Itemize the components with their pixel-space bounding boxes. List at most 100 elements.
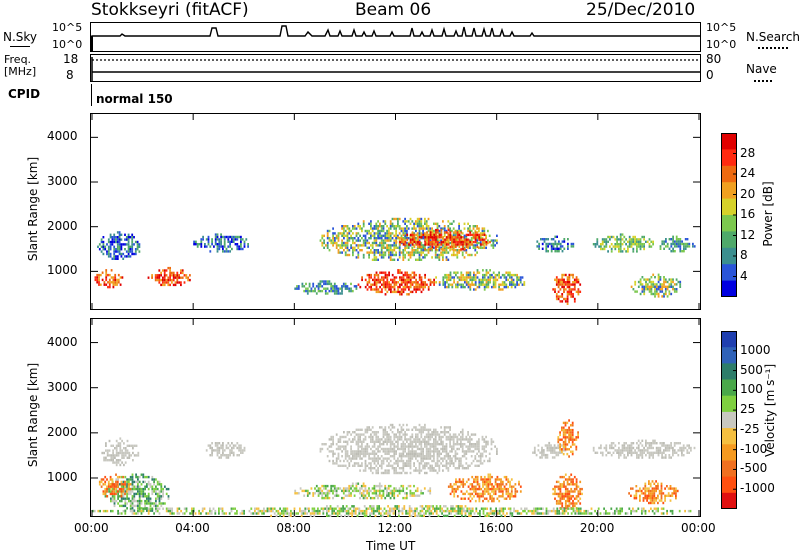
nsearch-tick-bottom: 10^0 <box>706 38 737 51</box>
power-colorbar-swatch-4 <box>721 198 737 216</box>
velocity-region-5 <box>294 482 432 500</box>
power-colorbar-swatch-1 <box>721 149 737 167</box>
x-tick-6: 00:00 <box>681 521 716 535</box>
velocity-region-10 <box>592 439 696 459</box>
power-region-3 <box>193 233 249 253</box>
date-title: 25/Dec/2010 <box>586 0 696 20</box>
station-title: Stokkseyri (fitACF) <box>91 0 249 20</box>
nave-tick-top: 80 <box>706 52 722 66</box>
power-colorbar-swatch-0 <box>721 133 737 150</box>
nsearch-label: N.Search <box>746 30 800 44</box>
velocity-colorbar-label: Velocity [m s⁻¹] <box>763 363 777 457</box>
velocity-region-2 <box>98 473 132 498</box>
velocity-plot <box>90 318 701 517</box>
velocity-colorbar-swatch-7 <box>721 444 737 461</box>
power-colorbar-swatch-5 <box>721 215 737 232</box>
freq-label: Freq. <box>4 53 32 66</box>
velocity-colorbar-tick-2: 100 <box>740 382 763 397</box>
velocity-colorbar-tick-0: 1000 <box>740 342 771 357</box>
freq-unit: [MHz] <box>4 65 37 78</box>
power-colorbar-swatch-8 <box>721 264 737 282</box>
velocity-region-6 <box>447 473 522 503</box>
power-colorbar-tick-4: 12 <box>740 227 756 242</box>
velocity-region-12 <box>92 505 692 517</box>
nsky-label: N.Sky <box>3 30 38 44</box>
nsearch-label-dots <box>758 47 788 49</box>
nsky-label-line <box>10 46 30 47</box>
velocity-ytick-0: 4000 <box>47 334 78 349</box>
x-tick-0: 00:00 <box>74 521 109 535</box>
power-ytick-3: 1000 <box>47 263 78 278</box>
nave-tick-bottom: 0 <box>706 68 714 82</box>
power-colorbar-tick-2: 20 <box>740 186 756 201</box>
power-region-5 <box>395 228 491 251</box>
power-ytick-2: 2000 <box>47 218 78 233</box>
velocity-region-3 <box>205 442 246 459</box>
nsky-panel <box>90 22 701 52</box>
power-colorbar-swatch-9 <box>721 280 737 297</box>
nsearch-tick-top: 10^5 <box>706 21 737 34</box>
velocity-colorbar-swatch-6 <box>721 428 737 445</box>
beam-title: Beam 06 <box>355 0 432 20</box>
power-region-9 <box>552 273 582 305</box>
velocity-region-9 <box>557 419 579 458</box>
power-region-11 <box>592 233 654 253</box>
velocity-ytick-3: 1000 <box>47 469 78 484</box>
nsky-tick-bottom: 10^0 <box>52 38 83 51</box>
power-colorbar <box>721 133 737 297</box>
nsky-tick-top: 10^5 <box>52 21 83 34</box>
x-tick-1: 04:00 <box>175 521 210 535</box>
power-colorbar-swatch-2 <box>721 165 737 183</box>
velocity-colorbar-tick-1: 500 <box>740 362 763 377</box>
power-region-1 <box>94 269 124 289</box>
power-colorbar-tick-1: 24 <box>740 166 756 180</box>
power-region-7 <box>294 280 358 295</box>
freq-tick-bottom: 8 <box>66 68 74 82</box>
x-tick-4: 16:00 <box>478 521 514 535</box>
velocity-ytick-2: 2000 <box>47 424 78 439</box>
velocity-region-0 <box>101 437 140 467</box>
velocity-colorbar-swatch-0 <box>721 331 737 348</box>
power-region-0 <box>97 231 141 260</box>
velocity-colorbar-swatch-8 <box>721 460 737 478</box>
freq-tick-top: 18 <box>63 52 79 66</box>
velocity-colorbar-tick-6: -500 <box>740 461 768 476</box>
velocity-colorbar-tick-7: -1000 <box>740 481 775 496</box>
power-plot <box>90 113 701 310</box>
power-region-13 <box>630 273 682 298</box>
power-colorbar-swatch-3 <box>721 182 737 200</box>
velocity-ytick-1: 3000 <box>47 379 78 394</box>
nave-label: Nave <box>746 62 777 76</box>
velocity-region-8 <box>552 473 583 510</box>
x-tick-2: 08:00 <box>276 521 311 535</box>
x-axis-label: Time UT <box>366 539 416 553</box>
nsky-trace <box>90 25 700 51</box>
power-colorbar-swatch-7 <box>721 247 737 265</box>
power-region-6 <box>357 269 435 296</box>
velocity-ylabel: Slant Range [km] <box>26 362 40 468</box>
velocity-region-11 <box>628 480 679 505</box>
power-region-4 <box>319 217 498 261</box>
power-colorbar-tick-3: 16 <box>740 207 756 221</box>
power-region-8 <box>435 269 526 291</box>
power-colorbar-tick-6: 4 <box>740 268 748 283</box>
power-ytick-1: 3000 <box>47 174 78 188</box>
velocity-colorbar-swatch-9 <box>721 476 737 494</box>
x-tick-3: 12:00 <box>377 521 413 535</box>
power-colorbar-label: Power [dB] <box>761 181 775 247</box>
velocity-region-4 <box>319 423 498 475</box>
velocity-colorbar-swatch-5 <box>721 411 737 429</box>
velocity-colorbar-tick-4: -25 <box>740 421 760 436</box>
power-ytick-0: 4000 <box>47 129 78 144</box>
velocity-colorbar-tick-5: -100 <box>740 441 768 456</box>
velocity-colorbar-swatch-4 <box>721 395 737 413</box>
power-colorbar-tick-0: 28 <box>740 145 756 160</box>
velocity-colorbar-swatch-3 <box>721 379 737 397</box>
power-colorbar-tick-5: 8 <box>740 248 748 262</box>
x-tick-5: 20:00 <box>579 521 615 535</box>
power-region-12 <box>659 235 696 253</box>
cpid-marker <box>91 84 92 106</box>
power-colorbar-swatch-6 <box>721 231 737 249</box>
power-region-2 <box>147 266 191 287</box>
velocity-region-7 <box>532 441 567 459</box>
